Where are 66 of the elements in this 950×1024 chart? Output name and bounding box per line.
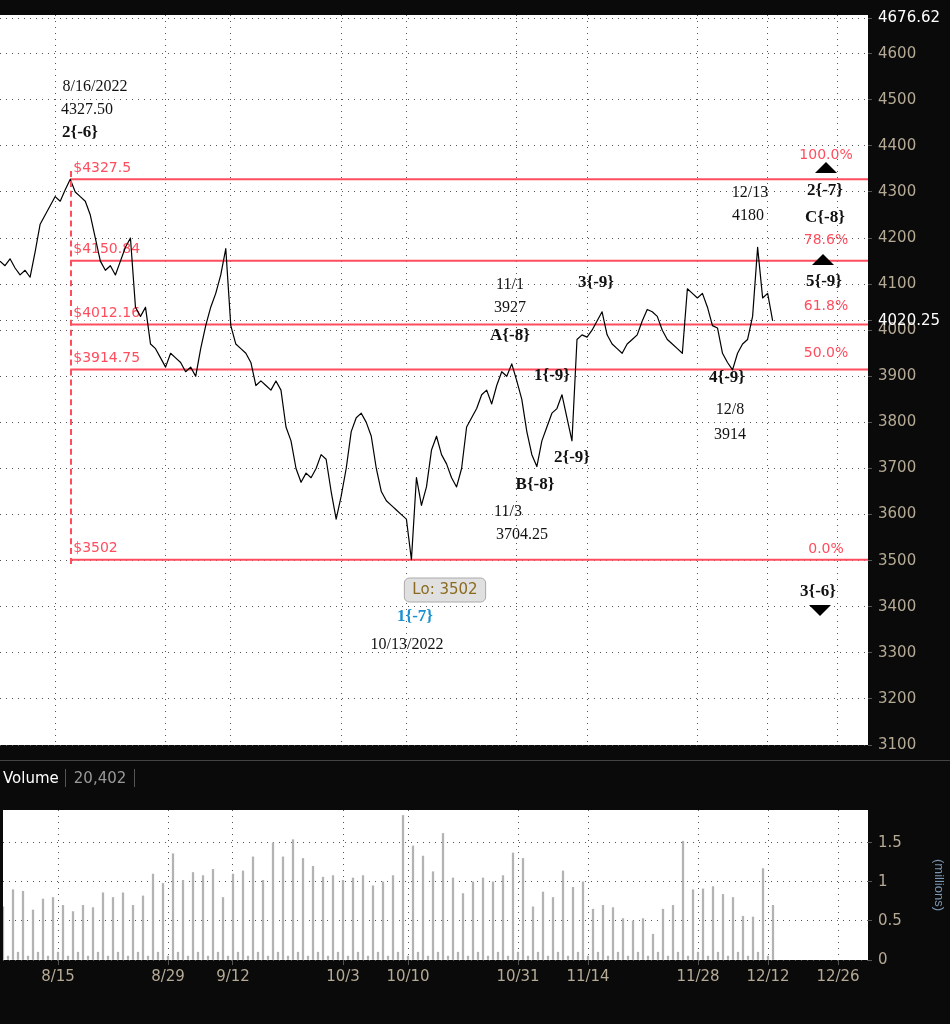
annotation: 12/8 [715,400,745,418]
y-tick-label: 4200 [878,227,917,246]
y-tick-label: 1.5 [878,832,902,851]
y-tick-label: 4500 [878,89,917,108]
y-tick-label: 4676.62 [878,8,941,27]
y-tick-label: 3500 [878,550,917,569]
y-tick-label: 4300 [878,181,917,200]
chart-title: Volume [0,769,66,787]
annotation: 4{-9} [708,367,746,387]
annotation: 3704.25 [496,525,548,543]
x-tick-label: 12/26 [816,966,860,985]
y-tick-label: 3800 [878,412,917,431]
y-tick-label: 0 [878,949,888,968]
annotation: 4327.50 [61,100,113,118]
annotation: 11/3 [494,502,522,520]
x-tick-label: 8/29 [151,966,185,985]
annotation: 2{-7} [806,180,844,200]
annotation: 50.0% [803,343,849,360]
annotation: 3927 [494,298,526,316]
annotation: 78.6% [803,230,849,247]
annotation: C{-8} [805,207,846,227]
annotation: 2{-6} [61,122,99,142]
annotation: 11/1 [496,275,524,293]
y-tick-label: 4400 [878,135,917,154]
annotation: 10/13/2022 [370,635,444,653]
chart-subtitle: 20,402 [65,769,136,787]
x-tick-label: 9/12 [216,966,250,985]
ref-line-label: $3914.75 [73,349,141,366]
y-tick-label: 4600 [878,43,917,62]
y-tick-label: 3100 [878,734,917,753]
annotation: 100.0% [799,145,853,162]
annotation: 4180 [732,206,764,224]
annotation: 61.8% [803,296,849,313]
x-tick-label: 11/28 [676,966,720,985]
annotation: 12/13 [731,183,769,201]
ref-line-label: $3502 [73,539,118,556]
y-tick-label: 3400 [878,596,917,615]
annotation: A{-8} [490,325,531,345]
annotation: 5{-9} [805,271,843,291]
y-tick-label: 3600 [878,504,917,523]
annotation: 1{-9} [533,365,571,385]
ref-line-label: $4012.16 [73,304,141,321]
annotation: 0.0% [808,539,844,556]
y-tick-label: 3200 [878,688,917,707]
y-tick-label: 3700 [878,458,917,477]
annotation: Lo: 3502 [412,579,478,598]
y-tick-label: 3300 [878,642,917,661]
y-tick-label: 1 [878,871,888,890]
ref-line-label: $4327.5 [73,158,132,175]
annotation: 2{-9} [553,447,591,467]
x-tick-label: 10/3 [326,966,360,985]
y-tick-label: 4100 [878,274,917,293]
x-tick-label: 8/15 [41,966,75,985]
annotation: 3{-9} [577,272,615,292]
annotation: B{-8} [515,474,555,494]
annotation: 8/16/2022 [62,77,128,95]
annotation: 1{-7} [396,606,434,626]
x-tick-label: 10/10 [386,966,430,985]
y-tick-label: 0.5 [878,910,902,929]
x-tick-label: 10/31 [496,966,540,985]
x-tick-label: 12/12 [746,966,790,985]
x-tick-label: 11/14 [566,966,610,985]
y-tick-label: 3900 [878,366,917,385]
y-axis-title: (millions) [931,859,947,911]
annotation: 3914 [714,425,746,443]
annotation: 3{-6} [799,581,837,601]
